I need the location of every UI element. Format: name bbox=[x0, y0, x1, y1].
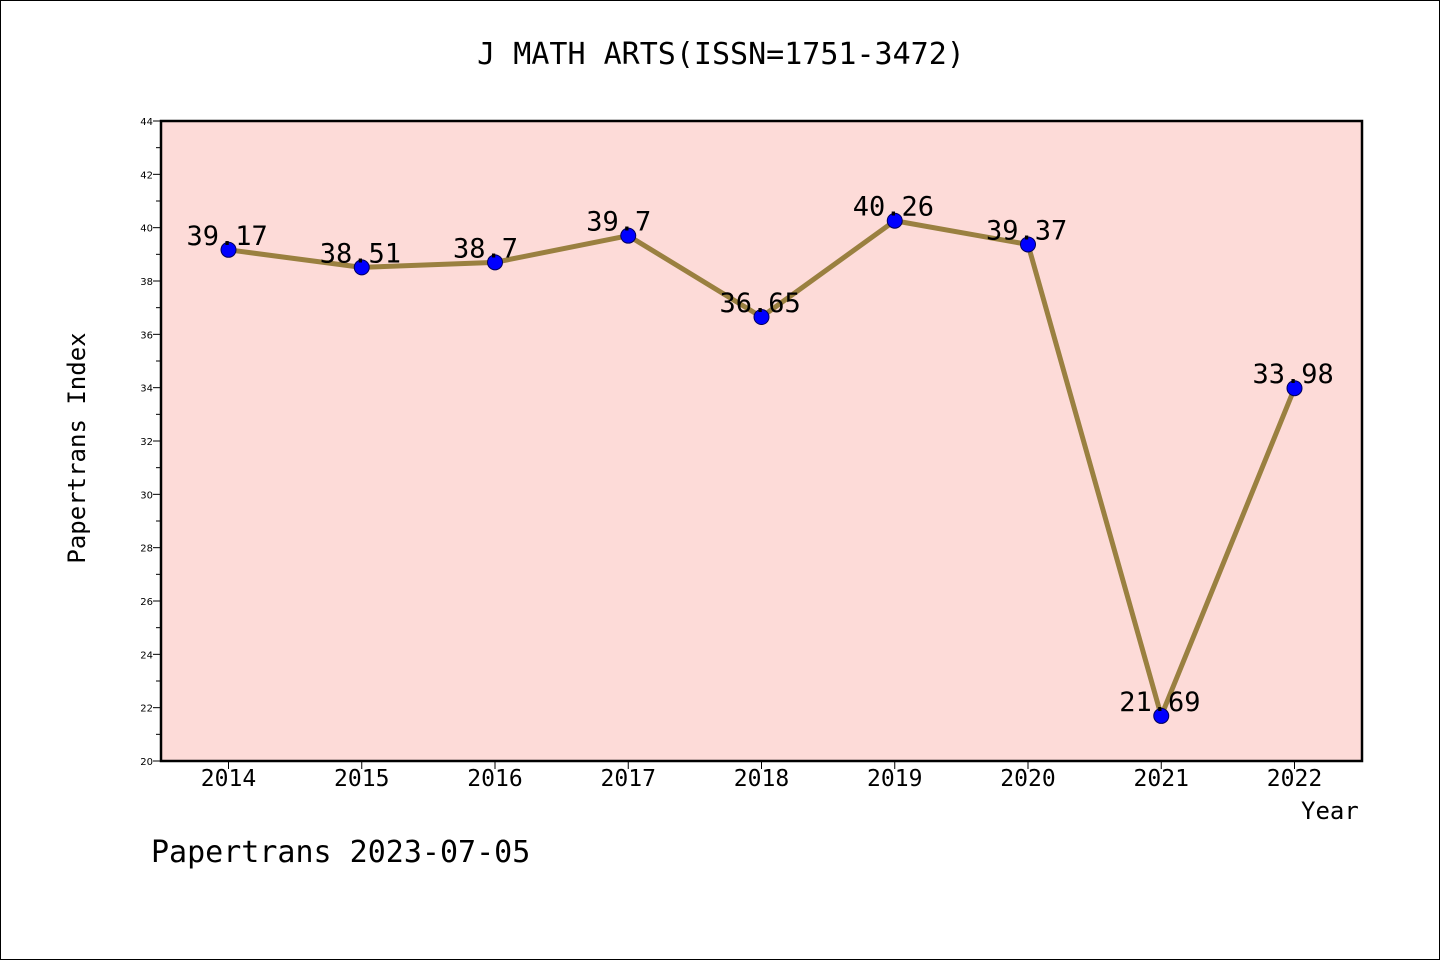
chart-title: J MATH ARTS(ISSN=1751-3472) bbox=[477, 37, 965, 72]
data-label: 38.51 bbox=[320, 238, 401, 269]
data-point bbox=[353, 259, 370, 276]
data-label: 39.17 bbox=[187, 221, 268, 252]
plot-border bbox=[159, 119, 1364, 763]
x-axis-label: Year bbox=[1301, 797, 1359, 825]
data-label: 36.65 bbox=[720, 288, 801, 319]
y-tick-label: 30 bbox=[140, 490, 153, 501]
data-point bbox=[1286, 380, 1303, 397]
y-tick-label: 34 bbox=[140, 384, 153, 395]
data-point bbox=[620, 227, 637, 244]
footer-watermark: Papertrans 2023-07-05 bbox=[151, 835, 531, 870]
data-point bbox=[753, 309, 770, 325]
data-label: 39.7 bbox=[586, 207, 651, 238]
data-label: 39.37 bbox=[986, 215, 1067, 246]
x-tick-label: 2016 bbox=[467, 766, 522, 792]
data-point bbox=[1153, 707, 1170, 724]
y-tick-label: 20 bbox=[140, 757, 153, 768]
y-tick-label: 32 bbox=[140, 437, 153, 448]
data-label: 33.98 bbox=[1253, 359, 1334, 390]
x-tick-label: 2021 bbox=[1134, 766, 1189, 792]
data-point bbox=[220, 241, 237, 258]
data-point bbox=[886, 212, 903, 229]
data-label: 21.69 bbox=[1119, 687, 1200, 718]
plot-area bbox=[161, 121, 1362, 761]
x-tick-label: 2020 bbox=[1000, 766, 1055, 792]
y-tick-label: 42 bbox=[140, 170, 153, 181]
x-tick-label: 2022 bbox=[1267, 766, 1322, 792]
y-tick-label: 28 bbox=[140, 544, 153, 555]
data-point bbox=[487, 254, 503, 271]
x-tick-label: 2018 bbox=[734, 766, 789, 792]
data-point bbox=[1020, 236, 1036, 253]
data-label: 38.7 bbox=[453, 233, 518, 264]
x-tick-label: 2014 bbox=[201, 766, 256, 792]
y-tick-label: 36 bbox=[140, 330, 153, 341]
y-tick-label: 40 bbox=[140, 224, 153, 235]
x-tick-label: 2015 bbox=[334, 766, 389, 792]
y-tick-label: 44 bbox=[140, 117, 153, 128]
y-tick-label: 24 bbox=[140, 650, 153, 661]
data-label: 40.26 bbox=[853, 192, 934, 223]
x-tick-label: 2017 bbox=[601, 766, 656, 792]
y-tick-label: 26 bbox=[140, 597, 153, 608]
x-tick-label: 2019 bbox=[867, 766, 922, 792]
y-tick-label: 22 bbox=[140, 704, 153, 715]
y-tick-label: 38 bbox=[140, 277, 153, 288]
